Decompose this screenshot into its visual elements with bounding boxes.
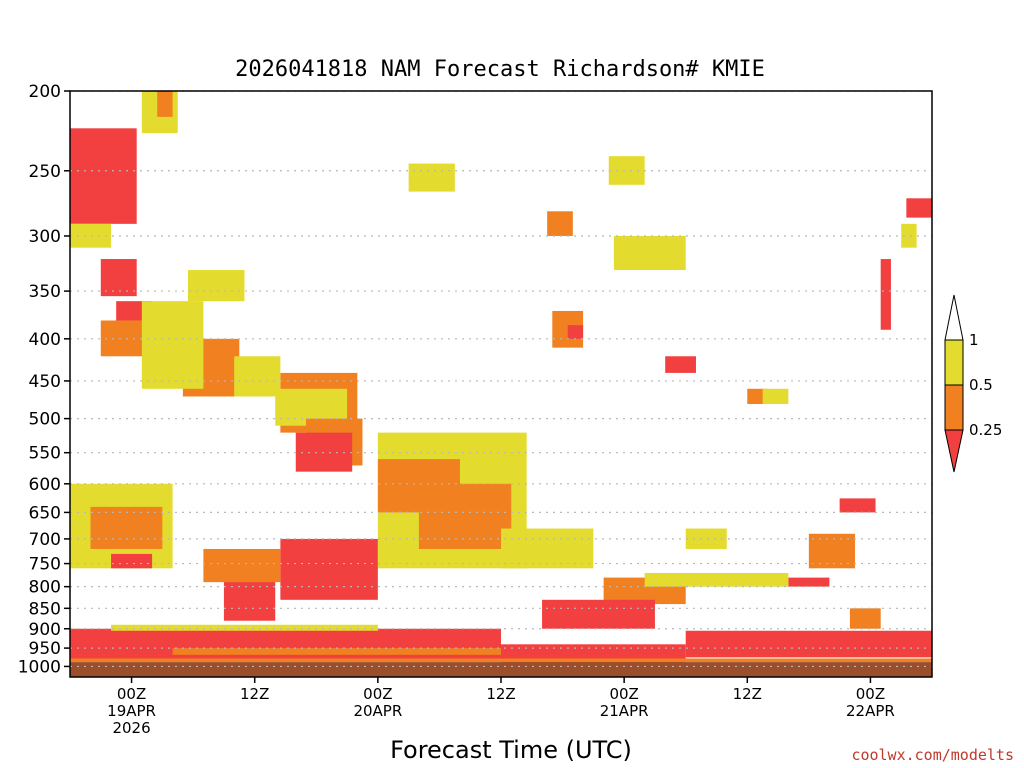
y-tick-label: 950 <box>29 639 61 659</box>
y-tick-label: 350 <box>29 282 61 302</box>
ri-region <box>100 259 137 297</box>
ri-region <box>685 630 932 658</box>
x-tick-label: 12Z <box>486 685 515 703</box>
y-tick-label: 750 <box>29 555 61 575</box>
ri-region <box>111 624 378 631</box>
ri-region <box>608 156 645 185</box>
ri-region <box>234 356 281 397</box>
ri-region <box>880 259 891 330</box>
y-tick-label: 500 <box>29 410 61 430</box>
ri-region <box>70 128 137 224</box>
ri-region <box>223 577 276 621</box>
ri-region <box>685 528 727 549</box>
colorbar-label: 0.5 <box>969 376 993 394</box>
ri-region <box>665 356 696 373</box>
ri-region <box>111 553 153 569</box>
y-tick-label: 550 <box>29 444 61 464</box>
y-tick-label: 700 <box>29 530 61 550</box>
x-axis-label: Forecast Time (UTC) <box>390 736 632 764</box>
y-tick-label: 400 <box>29 330 61 350</box>
colorbar-label: 1 <box>969 331 979 349</box>
colorbar-swatch <box>944 339 964 386</box>
credit-text: coolwx.com/modelts <box>851 746 1014 764</box>
ri-region <box>501 644 686 663</box>
colorbar-legend: 1 0.5 0.25 <box>944 294 1002 473</box>
y-tick-label: 200 <box>29 82 61 102</box>
x-tick-label: 22APR <box>846 702 895 720</box>
ri-region <box>280 538 378 600</box>
y-tick-label: 600 <box>29 475 61 495</box>
x-tick-label: 00Z <box>363 685 392 703</box>
ri-region <box>839 498 876 513</box>
ri-region <box>547 211 573 236</box>
ri-region <box>501 528 594 569</box>
x-tick-label: 00Z <box>117 685 146 703</box>
y-tick-label: 850 <box>29 599 61 619</box>
ri-region <box>141 301 204 389</box>
y-tick-label: 450 <box>29 372 61 392</box>
ri-region <box>157 91 173 117</box>
plot-area <box>70 91 932 677</box>
x-tick-label: 00Z <box>609 685 638 703</box>
colorbar-bottom-triangle <box>944 429 964 473</box>
y-tick-label: 650 <box>29 503 61 523</box>
x-tick-label: 00Z <box>856 685 885 703</box>
x-tick-label: 2026 <box>112 719 150 737</box>
y-tick-label: 800 <box>29 578 61 598</box>
ri-region <box>901 223 917 248</box>
ri-region <box>613 235 686 271</box>
ri-region <box>90 506 163 549</box>
x-tick-label: 19APR <box>107 702 156 720</box>
ri-region <box>762 388 789 405</box>
ri-region <box>418 483 512 549</box>
y-tick-label: 300 <box>29 227 61 247</box>
x-tick-label: 12Z <box>733 685 762 703</box>
colorbar-label: 0.25 <box>969 421 1002 439</box>
y-axis: 200 250 300 350 400 450 500 550 600 650 700 750 8008… <box>18 82 70 677</box>
ri-region <box>808 533 856 569</box>
ri-region <box>788 577 830 587</box>
x-tick-label: 12Z <box>240 685 269 703</box>
ri-region <box>203 548 281 583</box>
colorbar-swatch <box>944 384 964 431</box>
x-tick-label: 21APR <box>600 702 649 720</box>
ground-band <box>70 662 932 677</box>
ri-region <box>172 648 501 655</box>
ri-region <box>70 628 501 662</box>
y-tick-label: 900 <box>29 620 61 640</box>
ri-region <box>408 163 455 192</box>
ri-region <box>567 325 584 339</box>
y-tick-label: 1000 <box>18 657 61 677</box>
ri-region <box>70 223 112 248</box>
x-tick-label: 20APR <box>353 702 402 720</box>
chart-title: 2026041818 NAM Forecast Richardson# KMIE <box>235 57 765 82</box>
colorbar-top-triangle <box>944 294 964 341</box>
y-tick-label: 250 <box>29 162 61 182</box>
ri-region <box>188 270 245 302</box>
ri-region <box>644 572 789 587</box>
ri-region <box>849 608 881 629</box>
ri-region <box>70 658 932 663</box>
ri-region <box>906 198 932 218</box>
ri-region <box>542 599 655 629</box>
